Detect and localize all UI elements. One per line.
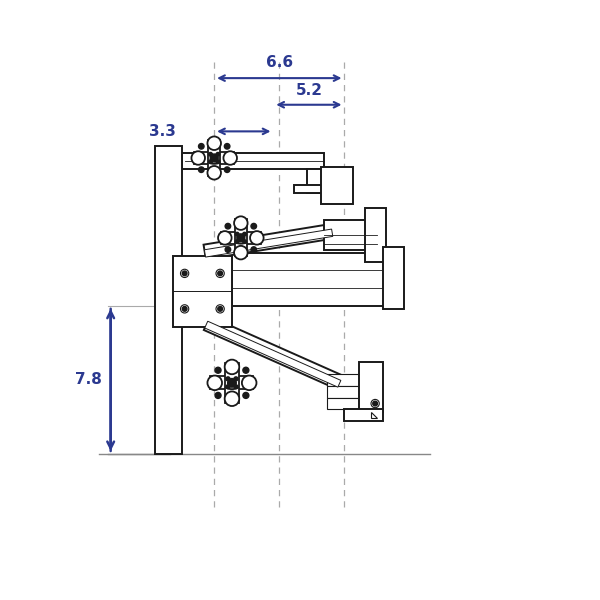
- Circle shape: [225, 247, 230, 253]
- Text: 6.6: 6.6: [266, 55, 293, 70]
- Circle shape: [224, 359, 239, 374]
- Circle shape: [226, 377, 230, 381]
- Bar: [307, 169, 323, 193]
- Circle shape: [242, 232, 247, 236]
- Circle shape: [242, 376, 256, 390]
- Bar: [211, 376, 253, 389]
- Circle shape: [218, 271, 223, 276]
- Polygon shape: [205, 229, 333, 257]
- Bar: [326, 374, 368, 386]
- Circle shape: [227, 379, 236, 387]
- Circle shape: [237, 234, 245, 242]
- Circle shape: [182, 307, 187, 311]
- Circle shape: [251, 223, 257, 229]
- Bar: [359, 362, 383, 412]
- Circle shape: [218, 307, 223, 311]
- Bar: [194, 152, 234, 164]
- Bar: [326, 386, 374, 398]
- Circle shape: [181, 305, 189, 313]
- Polygon shape: [205, 321, 341, 387]
- Circle shape: [199, 167, 204, 172]
- Circle shape: [234, 377, 238, 381]
- Circle shape: [226, 385, 230, 389]
- Circle shape: [208, 166, 221, 179]
- Polygon shape: [203, 224, 333, 259]
- Circle shape: [216, 269, 224, 278]
- Circle shape: [242, 240, 247, 244]
- Bar: [323, 220, 377, 250]
- Circle shape: [224, 143, 230, 149]
- Bar: [221, 232, 261, 244]
- Circle shape: [371, 400, 379, 407]
- Circle shape: [235, 240, 239, 244]
- Circle shape: [218, 231, 232, 245]
- Circle shape: [251, 247, 257, 253]
- Circle shape: [234, 385, 238, 389]
- Circle shape: [216, 152, 220, 156]
- Circle shape: [209, 160, 212, 164]
- Bar: [173, 256, 232, 326]
- Text: 7.8: 7.8: [75, 373, 102, 388]
- Circle shape: [182, 271, 187, 276]
- Bar: [235, 220, 247, 256]
- Circle shape: [243, 367, 249, 373]
- Circle shape: [373, 401, 377, 406]
- Bar: [344, 409, 383, 421]
- Circle shape: [224, 391, 239, 406]
- Bar: [155, 146, 182, 454]
- Circle shape: [209, 152, 212, 156]
- Circle shape: [215, 367, 221, 373]
- Bar: [294, 185, 335, 193]
- Circle shape: [234, 217, 248, 230]
- Bar: [232, 253, 392, 306]
- Circle shape: [208, 136, 221, 150]
- Circle shape: [216, 160, 220, 164]
- Circle shape: [199, 143, 204, 149]
- Circle shape: [208, 376, 222, 390]
- Circle shape: [250, 231, 263, 245]
- Circle shape: [191, 151, 205, 165]
- Polygon shape: [371, 412, 377, 418]
- Circle shape: [210, 154, 218, 162]
- Bar: [321, 167, 353, 203]
- Bar: [182, 152, 323, 169]
- Circle shape: [223, 151, 237, 165]
- Text: 5.2: 5.2: [295, 83, 322, 98]
- Circle shape: [243, 392, 249, 398]
- Circle shape: [181, 269, 189, 278]
- Circle shape: [225, 223, 230, 229]
- Circle shape: [215, 392, 221, 398]
- Polygon shape: [204, 316, 343, 389]
- Bar: [326, 398, 380, 409]
- Circle shape: [235, 232, 239, 236]
- Bar: [208, 140, 220, 176]
- Circle shape: [234, 246, 248, 259]
- Text: 3.3: 3.3: [149, 124, 176, 139]
- Bar: [383, 247, 404, 309]
- Bar: [365, 208, 386, 262]
- Circle shape: [216, 305, 224, 313]
- Circle shape: [224, 167, 230, 172]
- Bar: [226, 363, 239, 403]
